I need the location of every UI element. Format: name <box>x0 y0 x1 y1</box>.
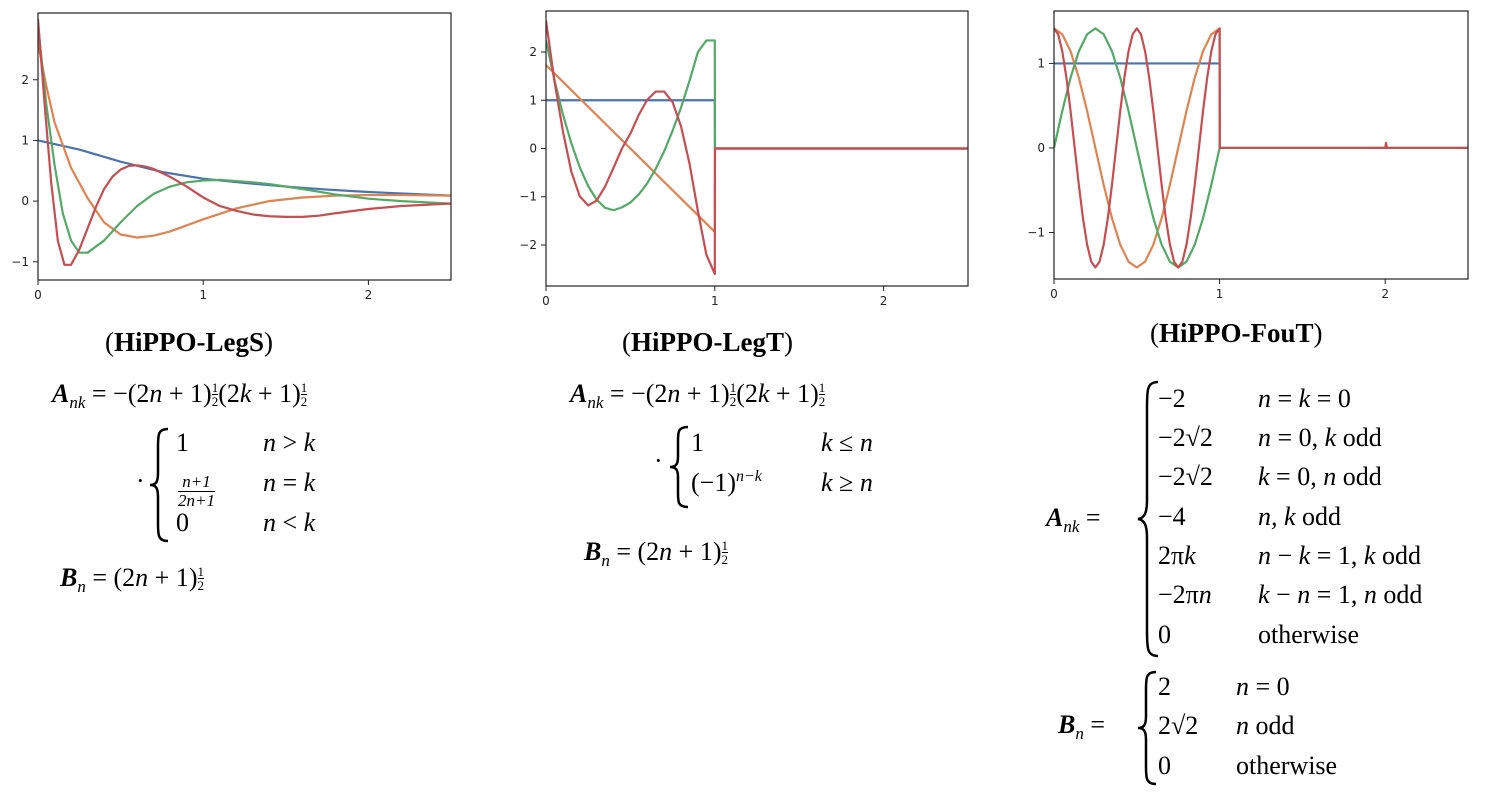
fout-b-label: Bn = <box>1058 710 1106 743</box>
legs-ytick-label: 1 <box>21 133 29 147</box>
legs-series-red <box>38 18 451 266</box>
legs-axes-frame <box>37 12 452 281</box>
legs-dot: · <box>136 466 145 495</box>
fout-xtick-label: 2 <box>1381 287 1389 301</box>
legt-b-formula: Bn = (2n + 1) 1 2 <box>584 537 728 570</box>
legt-a-formula: Ank = −(2n + 1) 1 2 (2k + 1) 1 2 <box>570 379 826 412</box>
legt-series-red <box>546 20 968 276</box>
legt-series-blue <box>546 99 968 150</box>
legt-brace <box>669 425 689 509</box>
legt-xtick-label: 1 <box>711 294 719 308</box>
legs-a-formula: Ank = −(2n + 1) 1 2 (2k + 1) 1 2 <box>52 379 308 412</box>
legt-plot: 0 1 2 −2 −1 0 1 2 <box>519 10 969 308</box>
legs-caption: (HiPPO-LegS) <box>105 327 273 357</box>
fout-a-brace <box>1137 380 1159 658</box>
legs-ytick-label: 0 <box>21 194 29 208</box>
legt-caption: (HiPPO-LegT) <box>622 327 793 357</box>
legs-series-green <box>38 25 451 254</box>
legs-cases: 1 n > k n+1 2n+1 n = k 0 n < k <box>176 428 316 537</box>
legs-brace <box>149 427 169 543</box>
fout-a-cases: −2 n = k = 0 −2√2 n = 0, k odd −2√2 k = … <box>1158 384 1423 649</box>
fout-b-brace <box>1137 670 1157 786</box>
legs-xtick-label: 1 <box>199 288 207 302</box>
legt-ytick-label: −2 <box>519 238 537 252</box>
legt-ytick-label: 0 <box>529 142 537 156</box>
fout-plot: 0 1 2 −1 0 1 <box>1027 10 1469 301</box>
legt-ytick-label: −1 <box>519 190 537 204</box>
fout-xtick-label: 1 <box>1216 287 1224 301</box>
legt-xtick-label: 0 <box>542 294 550 308</box>
legs-ytick-label: −1 <box>11 255 29 269</box>
legt-cases: 1 k ≤ n (−1)n−k k ≥ n <box>691 428 873 497</box>
legt-xtick-label: 2 <box>880 294 888 308</box>
fout-series-green <box>1054 27 1468 269</box>
legt-series-green <box>546 39 968 212</box>
legt-dot: · <box>654 446 663 475</box>
legs-ytick-label: 2 <box>21 73 29 87</box>
legs-xtick-label: 2 <box>365 288 373 302</box>
fout-a-label: Ank = <box>1046 503 1101 536</box>
fout-axes-frame <box>1053 10 1469 280</box>
fout-ytick-label: −1 <box>1027 226 1045 240</box>
legs-series-blue <box>38 139 451 197</box>
fout-b-cases: 2 n = 0 2√2 n odd 0 otherwise <box>1158 672 1338 780</box>
fout-ytick-label: 1 <box>1037 56 1045 70</box>
legs-plot: 0 1 2 −1 0 1 2 <box>11 12 452 302</box>
charts-canvas: 0 1 2 −1 0 1 2 0 1 2 −2 −1 0 1 2 0 1 2 −1 0 1 <box>11 10 1469 308</box>
legs-xtick-label: 0 <box>34 288 42 302</box>
legs-b-formula: Bn = (2n + 1) 1 2 <box>60 563 204 596</box>
legt-ytick-label: 1 <box>529 93 537 107</box>
fout-ytick-label: 0 <box>1037 141 1045 155</box>
fout-series-blue <box>1054 62 1468 150</box>
legt-ytick-label: 2 <box>529 45 537 59</box>
fout-caption: (HiPPO-FouT) <box>1150 318 1323 348</box>
fout-xtick-label: 0 <box>1050 287 1058 301</box>
fout-series-red <box>1054 27 1468 269</box>
fout-series-orange <box>1054 27 1468 269</box>
legs-series-orange <box>38 43 451 239</box>
